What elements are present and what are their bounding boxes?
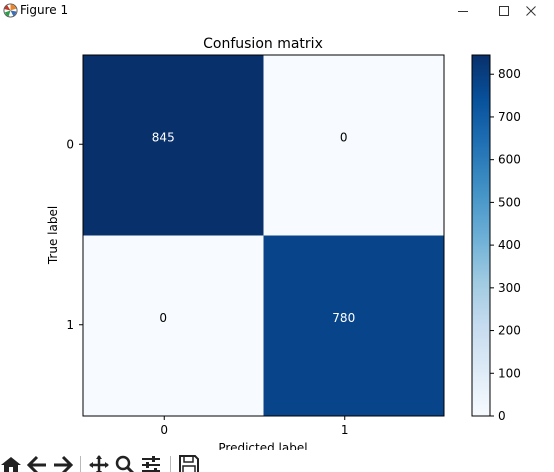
colorbar-tick-label: 300 [498,281,521,295]
title-bar: Figure 1 [0,0,554,22]
confusion-matrix-figure: Confusion matrix 845 0 0 780 0 1 0 1 True lab… [46,36,521,450]
colorbar-tick-label: 700 [498,110,521,124]
forward-button[interactable] [52,455,74,472]
configure-subplots-button[interactable] [140,455,162,472]
x-tick-label: 1 [341,423,349,437]
zoom-icon [115,455,135,472]
x-tick-label: 0 [160,423,168,437]
forward-arrow-icon [54,455,74,472]
colorbar-tick-label: 0 [498,409,506,423]
colorbar-tick-label: 600 [498,153,521,167]
y-tick-label: 0 [66,137,74,151]
save-button[interactable] [178,455,200,472]
colorbar-tick-label: 100 [498,366,521,380]
maximize-button[interactable] [481,0,527,22]
minimize-button[interactable] [440,0,486,22]
back-arrow-icon [26,455,46,472]
save-icon [179,455,199,472]
matrix-cell [83,55,264,236]
matrix-cell [263,235,444,416]
colorbar-tick-label: 400 [498,238,521,252]
zoom-button[interactable] [114,455,136,472]
close-icon [526,6,536,16]
chart-title: Confusion matrix [203,36,323,52]
toolbar-separator [80,456,81,472]
colorbar-tick-label: 800 [498,67,521,81]
configure-subplots-icon [142,456,160,472]
home-icon [1,457,21,472]
maximize-icon [499,6,509,16]
close-button[interactable] [508,0,554,22]
pan-icon [89,455,109,472]
cell-value-label: 0 [340,130,348,144]
minimize-icon [458,11,468,12]
navigation-toolbar [0,450,554,472]
colorbar-tick-label: 200 [498,324,521,338]
plot-frame [82,54,445,417]
matplotlib-logo-icon [3,3,18,18]
cell-value-label: 0 [159,311,167,325]
matrix-cell [263,55,444,236]
colorbar-tick-label: 500 [498,195,521,209]
y-tick-label: 1 [66,318,74,332]
matrix-cell [83,235,264,416]
y-axis-label: True label [46,206,60,265]
pan-button[interactable] [88,455,110,472]
cell-value-label: 780 [332,311,355,325]
figure-canvas[interactable]: Confusion matrix 845 0 0 780 0 1 0 1 True lab… [0,22,554,450]
back-button[interactable] [26,455,48,472]
colorbar [471,54,491,417]
toolbar-separator [170,456,171,472]
x-axis-label: Predicted label [218,441,307,450]
window-title: Figure 1 [20,3,69,17]
cell-value-label: 845 [152,130,175,144]
home-button[interactable] [0,455,22,472]
